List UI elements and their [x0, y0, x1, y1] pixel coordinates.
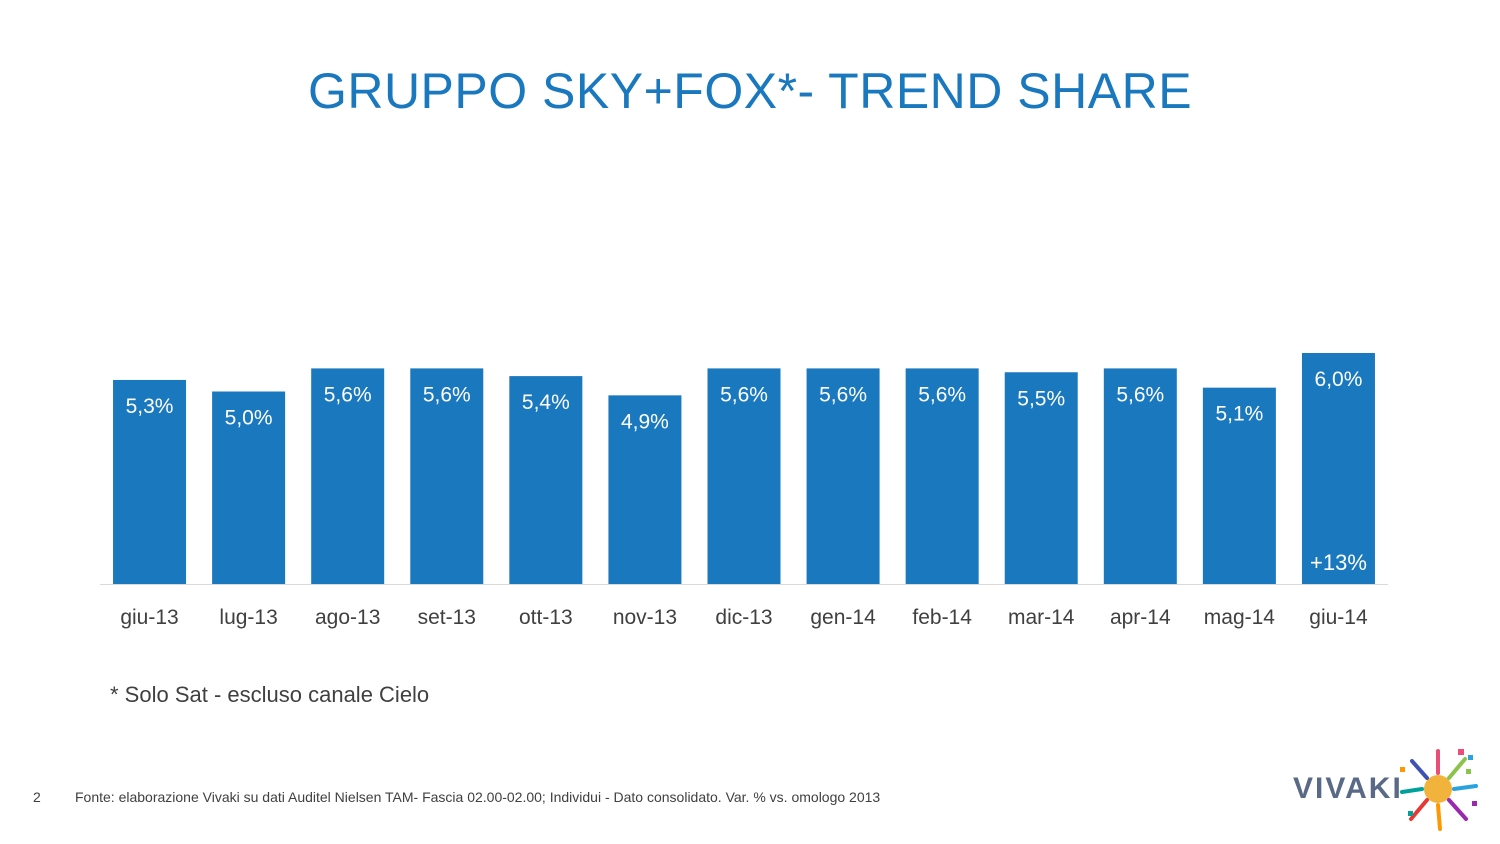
tick-label-mar-14: mar-14 [1008, 606, 1075, 629]
tick-label-feb-14: feb-14 [912, 606, 972, 629]
tick-label-dic-13: dic-13 [715, 606, 772, 629]
annotation-giu-14: +13% [1310, 550, 1367, 575]
bar-set-13 [410, 368, 484, 584]
data-label-ott-13: 5,4% [522, 391, 570, 414]
data-label-apr-14: 5,6% [1116, 383, 1164, 406]
tick-label-gen-14: gen-14 [810, 606, 876, 629]
tick-label-ott-13: ott-13 [519, 606, 573, 629]
page-number: 2 [33, 789, 41, 805]
slide-title: GRUPPO SKY+FOX*- TREND SHARE [307, 63, 1193, 119]
data-label-mar-14: 5,5% [1017, 387, 1065, 410]
data-label-giu-14: 6,0% [1315, 368, 1363, 391]
source-note: Fonte: elaborazione Vivaki su dati Audit… [75, 789, 881, 805]
tick-label-ago-13: ago-13 [315, 606, 380, 629]
data-label-dic-13: 5,6% [720, 383, 768, 406]
data-label-gen-14: 5,6% [819, 383, 867, 406]
footnote: * Solo Sat - escluso canale Cielo [110, 682, 430, 707]
bar-dic-13 [707, 368, 781, 584]
bar-mar-14 [1004, 372, 1078, 584]
bar-mag-14 [1202, 387, 1276, 584]
bar-giu-13 [113, 379, 187, 584]
tick-label-giu-13: giu-13 [120, 606, 178, 629]
data-label-feb-14: 5,6% [918, 383, 966, 406]
bar-chart: 5,3% giu-13 5,0% lug-13 5,6% ago-13 5,6% set-13… [100, 353, 1388, 629]
data-label-giu-13: 5,3% [126, 395, 174, 418]
bar-apr-14 [1103, 368, 1177, 584]
logo-burst-icon [1400, 749, 1478, 831]
bar-giu-14 [1301, 353, 1375, 584]
bar-lug-13 [212, 391, 286, 584]
data-label-nov-13: 4,9% [621, 410, 669, 433]
bar-nov-13 [608, 395, 682, 584]
data-label-set-13: 5,6% [423, 383, 471, 406]
bar-feb-14 [905, 368, 979, 584]
bar-ago-13 [311, 368, 385, 584]
logo-text: VIVAKI [1293, 772, 1403, 805]
bar-ott-13 [509, 376, 583, 584]
tick-label-lug-13: lug-13 [219, 606, 277, 629]
tick-label-giu-14: giu-14 [1309, 606, 1368, 629]
data-label-ago-13: 5,6% [324, 383, 372, 406]
data-label-lug-13: 5,0% [225, 407, 273, 430]
tick-label-mag-14: mag-14 [1204, 606, 1276, 629]
data-label-mag-14: 5,1% [1215, 403, 1263, 426]
tick-label-nov-13: nov-13 [613, 606, 677, 629]
vivaki-logo: VIVAKI [1293, 744, 1483, 834]
tick-label-set-13: set-13 [418, 606, 476, 629]
tick-label-apr-14: apr-14 [1110, 606, 1171, 629]
bar-gen-14 [806, 368, 880, 584]
